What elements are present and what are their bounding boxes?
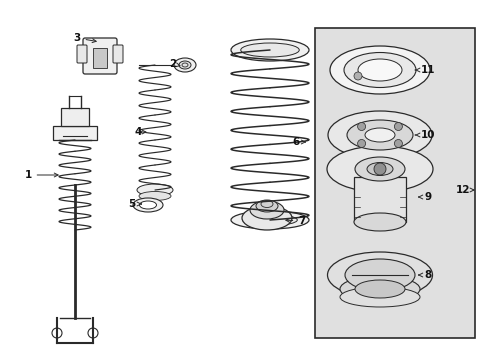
Text: 10: 10 xyxy=(414,130,434,140)
Ellipse shape xyxy=(139,201,156,209)
Ellipse shape xyxy=(137,184,173,196)
Text: 1: 1 xyxy=(24,170,58,180)
Text: 7: 7 xyxy=(285,216,305,226)
FancyBboxPatch shape xyxy=(77,45,87,63)
Circle shape xyxy=(394,139,402,148)
Text: 3: 3 xyxy=(73,33,96,43)
Circle shape xyxy=(373,163,385,175)
Ellipse shape xyxy=(230,39,308,61)
Bar xyxy=(61,108,89,126)
Circle shape xyxy=(394,122,402,131)
Ellipse shape xyxy=(354,157,404,181)
Ellipse shape xyxy=(327,252,431,298)
Circle shape xyxy=(357,139,365,148)
Ellipse shape xyxy=(327,111,431,159)
Ellipse shape xyxy=(345,259,414,291)
Ellipse shape xyxy=(364,128,394,142)
Bar xyxy=(353,177,405,222)
Text: 8: 8 xyxy=(418,270,431,280)
Ellipse shape xyxy=(339,276,419,302)
Ellipse shape xyxy=(174,58,196,72)
Text: 5: 5 xyxy=(128,199,141,209)
Ellipse shape xyxy=(339,287,419,307)
Text: 12: 12 xyxy=(455,185,473,195)
Ellipse shape xyxy=(354,280,404,298)
Circle shape xyxy=(357,122,365,131)
Ellipse shape xyxy=(139,192,171,201)
Ellipse shape xyxy=(256,200,278,212)
Ellipse shape xyxy=(326,146,432,192)
Text: 11: 11 xyxy=(414,65,434,75)
FancyBboxPatch shape xyxy=(83,38,117,74)
Ellipse shape xyxy=(366,162,392,175)
Ellipse shape xyxy=(353,213,405,231)
Ellipse shape xyxy=(249,201,284,219)
Text: 2: 2 xyxy=(169,59,180,69)
Ellipse shape xyxy=(329,46,429,94)
Bar xyxy=(93,48,107,68)
Ellipse shape xyxy=(133,198,163,212)
Circle shape xyxy=(353,72,361,80)
Bar xyxy=(53,126,97,140)
Text: 6: 6 xyxy=(292,137,305,147)
Ellipse shape xyxy=(343,53,415,87)
Text: 9: 9 xyxy=(418,192,431,202)
Text: 4: 4 xyxy=(134,127,145,137)
Bar xyxy=(314,28,474,338)
FancyBboxPatch shape xyxy=(113,45,123,63)
Ellipse shape xyxy=(179,61,191,69)
Ellipse shape xyxy=(357,59,401,81)
Ellipse shape xyxy=(242,215,297,225)
Ellipse shape xyxy=(346,120,412,150)
Ellipse shape xyxy=(240,43,299,57)
Ellipse shape xyxy=(242,206,291,230)
Ellipse shape xyxy=(230,211,308,229)
